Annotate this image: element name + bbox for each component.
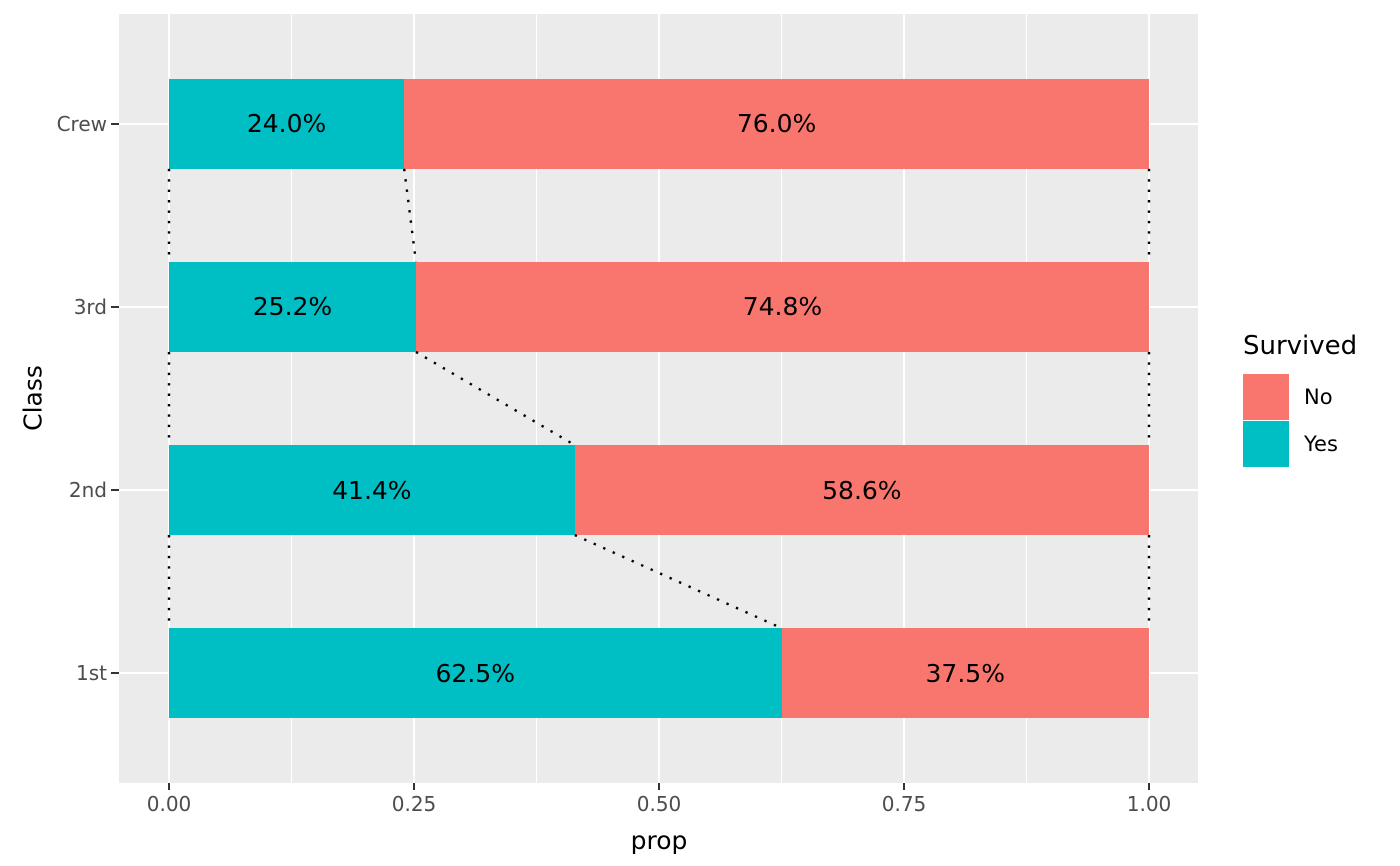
legend-entry-yes: Yes: [1243, 421, 1357, 467]
gridline-vertical-minor: [781, 14, 782, 783]
plot-panel: 24.0% 76.0% 25.2% 74.8% 41.4% 58.6% 62.5% 37.5%: [119, 14, 1198, 783]
x-axis-tick: [413, 783, 415, 790]
y-axis-tick-label-crew: Crew: [56, 111, 107, 136]
bar-label-2nd-yes: 41.4%: [332, 475, 412, 505]
y-axis-title: Class: [18, 365, 48, 431]
legend: Survived No Yes: [1243, 331, 1357, 468]
gridline-vertical-minor: [536, 14, 537, 783]
y-axis-tick: [111, 122, 119, 125]
bar-segment-1st-yes: [169, 628, 782, 719]
x-axis-tick-label: 1.00: [1126, 792, 1172, 816]
y-axis-tick: [111, 305, 119, 308]
legend-title: Survived: [1243, 331, 1358, 361]
x-axis-tick-label: 0.00: [146, 792, 192, 816]
bar-segment-2nd-no: [574, 445, 1149, 536]
gridline-vertical-major: [168, 14, 170, 783]
legend-key-swatch-yes: [1243, 421, 1289, 467]
connector-lines: [167, 168, 1151, 630]
x-axis-tick: [903, 783, 905, 790]
x-axis-tick: [168, 783, 170, 790]
bar-segment-3rd-no: [415, 261, 1149, 352]
bar-segment-2nd-yes: [169, 445, 575, 536]
x-axis-tick: [658, 783, 660, 790]
y-axis-tick-label-3rd: 3rd: [73, 294, 107, 319]
x-axis-title: prop: [630, 826, 688, 855]
y-axis-tick: [111, 489, 119, 492]
bar-segment-1st-no: [781, 628, 1149, 719]
gridline-vertical-major: [903, 14, 905, 783]
x-axis-tick-label: 0.50: [636, 792, 682, 816]
bar-label-2nd-no: 58.6%: [822, 475, 902, 505]
y-axis-tick-label-1st: 1st: [76, 661, 107, 686]
bar-segment-crew-yes: [169, 78, 405, 169]
y-axis-tick: [111, 672, 119, 675]
gridline-vertical-minor: [1026, 14, 1027, 783]
gridline-vertical-major: [658, 14, 660, 783]
legend-label: No: [1304, 385, 1333, 409]
gridline-vertical-major: [413, 14, 415, 783]
bar-label-3rd-yes: 25.2%: [252, 292, 333, 322]
bar-segment-crew-no: [404, 78, 1149, 169]
gridline-vertical-minor: [291, 14, 292, 783]
x-axis-tick-label: 0.25: [391, 792, 437, 816]
bar-label-crew-no: 76.0%: [736, 109, 817, 139]
x-axis-tick: [1148, 783, 1150, 790]
legend-label: Yes: [1304, 432, 1338, 456]
bar-label-1st-no: 37.5%: [925, 658, 1005, 688]
legend-key-swatch-no: [1243, 374, 1289, 420]
legend-entry-no: No: [1243, 374, 1357, 420]
y-axis-tick-label-2nd: 2nd: [68, 478, 107, 503]
bar-label-3rd-no: 74.8%: [742, 292, 823, 322]
bar-segment-3rd-yes: [169, 261, 416, 352]
gridline-vertical-major: [1148, 14, 1150, 783]
bar-label-crew-yes: 24.0%: [246, 109, 327, 139]
x-axis-tick-label: 0.75: [881, 792, 927, 816]
bar-label-1st-yes: 62.5%: [435, 658, 515, 688]
legend-entries: No Yes: [1243, 374, 1357, 467]
